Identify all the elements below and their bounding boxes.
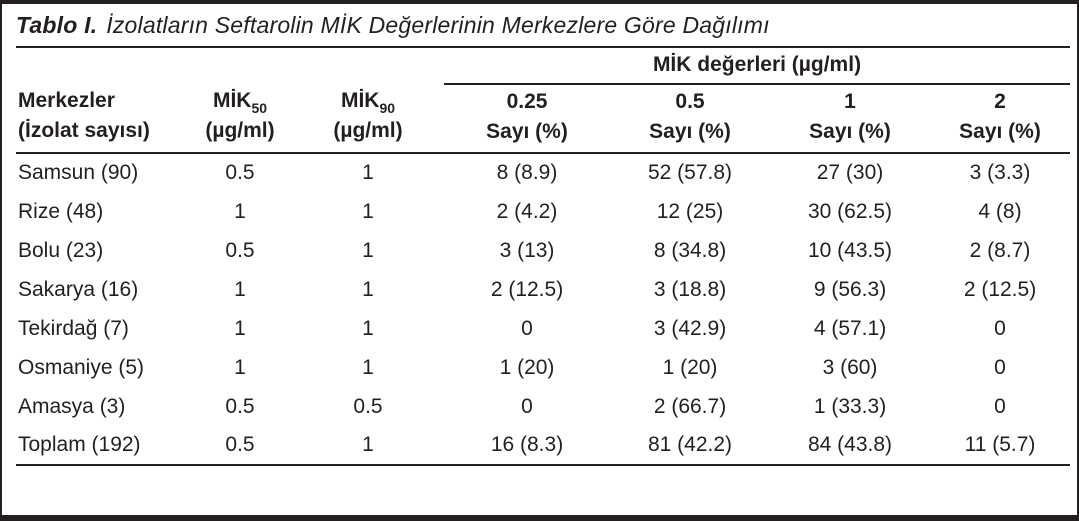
cell-mik90: 1 [362,238,374,262]
cell-mic-1: 1 (33.3) [813,394,887,418]
column-header-row: Merkezler (İzolat sayısı) MİK50 (µg/ml) … [16,84,1070,154]
cell-mic-1: 10 (43.5) [807,238,893,262]
cell-mic-05: 81 (42.2) [610,426,770,466]
cell-mic-05: 3 (18.8) [653,277,727,301]
mic-025-value: 0.25 [506,89,548,113]
cell-mic-025: 16 (8.3) [444,426,610,466]
cell-mic-2: 4 (8) [978,199,1022,223]
cell-center: Sakarya (16) [18,277,139,301]
cell-mic-025: 8 (8.9) [496,161,558,184]
mic-2-count-label: Sayı (%) [959,119,1041,143]
cell-center: Samsun (90) [18,161,139,184]
table-row-osmaniye: Osmaniye (5) 1 1 1 (20) 1 (20) 3 (60) 0 [16,348,1070,387]
cell-mic-1: 3 (60) [822,355,878,379]
cell-mic-05: 1 (20) [662,355,718,379]
group-header-row: MİK değerleri (µg/ml) [16,48,1070,85]
cell-mic-05: 3 (42.9) [653,316,727,340]
cell-mic-05: 2 (66.7) [653,394,727,418]
table-row-sakarya: Sakarya (16) 1 1 2 (12.5) 3 (18.8) 9 (56… [16,270,1070,309]
cell-mik50: 1 [234,277,246,301]
mik50-subscript: 50 [251,100,268,116]
cell-mic-05: 52 (57.8) [647,161,733,184]
col-header-mik90: MİK90 (µg/ml) [292,84,444,154]
mic-05-value: 0.5 [675,89,705,113]
mic-1-value: 1 [844,89,856,113]
cell-center: Rize (48) [18,199,104,223]
cell-center: Toplam (192) [16,426,188,466]
cell-mic-025: 1 (20) [499,355,555,379]
col-header-mic-2: 2 Sayı (%) [930,84,1070,154]
cell-mik90: 1 [292,426,444,466]
mik90-unit: (µg/ml) [333,119,403,142]
cell-center: Tekirdağ (7) [18,316,129,340]
cell-mic-1: 30 (62.5) [807,199,893,223]
cell-mic-2: 3 (3.3) [969,161,1031,184]
cell-mic-1: 4 (57.1) [813,316,887,340]
cell-mik90: 0.5 [353,394,383,418]
cell-mik50: 0.5 [225,394,255,418]
mic-2-value: 2 [994,89,1006,113]
col-header-mic-1: 1 Sayı (%) [770,84,930,154]
mic-1-count-label: Sayı (%) [809,119,891,143]
cell-mic-2: 11 (5.7) [930,426,1070,466]
cell-center: Bolu (23) [18,238,104,262]
cell-mic-1: 84 (43.8) [770,426,930,466]
cell-mik90: 1 [362,199,374,223]
cell-mik50: 1 [234,355,246,379]
cell-mik90: 1 [362,161,374,184]
mic-distribution-table: MİK değerleri (µg/ml) Merkezler (İzolat … [16,48,1070,466]
bottom-spacer [16,466,1070,506]
cell-center: Osmaniye (5) [18,355,145,379]
cell-mic-05: 12 (25) [656,199,724,223]
table-row-toplam: Toplam (192) 0.5 1 16 (8.3) 81 (42.2) 84… [16,426,1070,466]
table-title-label: Tablo I. [16,11,98,38]
cell-mik50: 0.5 [225,161,255,184]
col-header-merkezler-line2: (İzolat sayısı) [18,119,150,142]
cell-mic-1: 9 (56.3) [813,277,887,301]
cell-mik50: 1 [234,316,246,340]
col-header-mik50: MİK50 (µg/ml) [188,84,292,154]
cell-mik50: 0.5 [188,426,292,466]
cell-mic-2: 2 (8.7) [969,238,1031,262]
mik90-base: MİK [340,89,380,112]
cell-mic-2: 0 [994,355,1006,379]
cell-mik50: 1 [234,199,246,223]
cell-center: Amasya (3) [18,394,126,418]
table-row-rize: Rize (48) 1 1 2 (4.2) 12 (25) 30 (62.5) … [16,192,1070,231]
mic-025-count-label: Sayı (%) [486,119,568,143]
col-header-merkezler-line1: Merkezler [18,89,115,112]
cell-mic-1: 27 (30) [816,161,884,184]
cell-mik90: 1 [362,355,374,379]
table-title-text: İzolatların Seftarolin MİK Değerlerinin … [106,11,770,38]
cell-mic-2: 0 [994,394,1006,418]
mic-05-count-label: Sayı (%) [649,119,731,143]
group-header-mik-degerleri: MİK değerleri (µg/ml) [444,48,1070,85]
cell-mik50: 0.5 [225,238,255,262]
cell-mik90: 1 [362,316,374,340]
table-row-amasya: Amasya (3) 0.5 0.5 0 2 (66.7) 1 (33.3) 0 [16,387,1070,426]
group-header-spacer [16,48,444,84]
col-header-mic-025: 0.25 Sayı (%) [444,84,610,154]
col-header-merkezler: Merkezler (İzolat sayısı) [16,84,188,154]
table-row-tekirdag: Tekirdağ (7) 1 1 0 3 (42.9) 4 (57.1) 0 [16,309,1070,348]
cell-mic-025: 2 (4.2) [496,199,558,223]
table-row-samsun: Samsun (90) 0.5 1 8 (8.9) 52 (57.8) 27 (… [16,153,1070,192]
cell-mic-025: 2 (12.5) [490,277,564,301]
col-header-mic-05: 0.5 Sayı (%) [610,84,770,154]
cell-mic-2: 2 (12.5) [963,277,1037,301]
table-row-bolu: Bolu (23) 0.5 1 3 (13) 8 (34.8) 10 (43.5… [16,231,1070,270]
cell-mic-025: 3 (13) [499,238,555,262]
cell-mic-025: 0 [521,394,533,418]
mik50-unit: (µg/ml) [205,119,275,142]
cell-mic-05: 8 (34.8) [653,238,727,262]
cell-mic-025: 0 [521,316,533,340]
cell-mic-2: 0 [994,316,1006,340]
mik50-base: MİK [212,89,252,112]
mik90-subscript: 90 [379,100,396,116]
cell-mik90: 1 [362,277,374,301]
table-title: Tablo I. İzolatların Seftarolin MİK Değe… [16,4,1070,48]
